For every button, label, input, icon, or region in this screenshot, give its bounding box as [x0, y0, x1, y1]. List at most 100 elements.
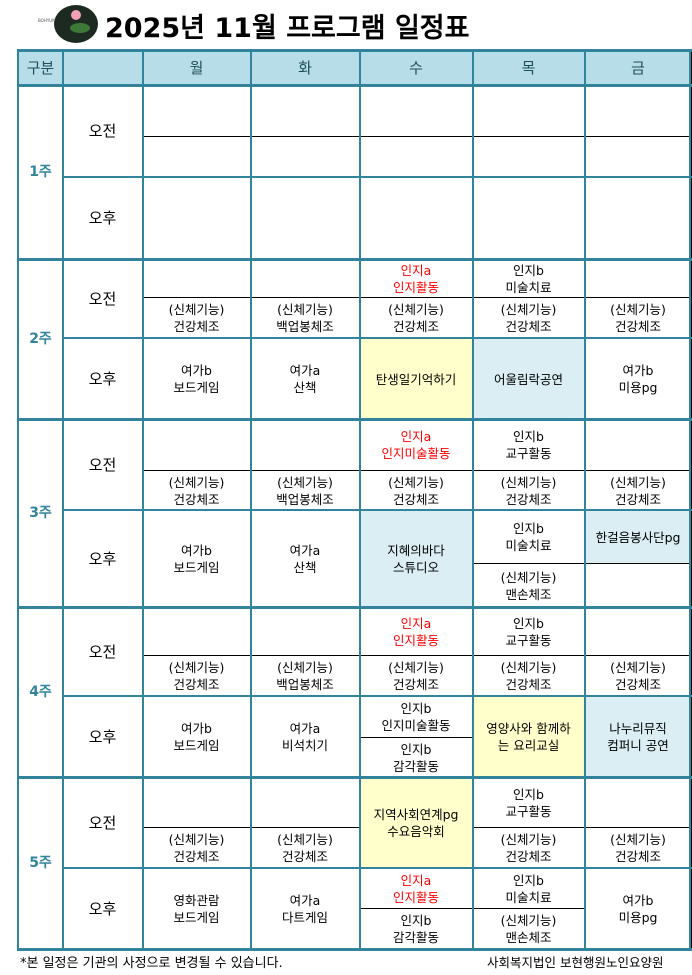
schedule-cell-fri-bottom: (신체기능) 건강체조: [584, 655, 692, 697]
schedule-cell-wed-bottom: (신체기능) 건강체조: [359, 470, 473, 511]
footer-notice: *본 일정은 기관의 사정으로 변경될 수 있습니다.: [20, 956, 283, 971]
schedule-cell-tue-bottom: (신체기능) 백업봉체조: [250, 297, 360, 339]
schedule-cell-fri: 나누리뮤직 컴퍼니 공연: [584, 696, 692, 778]
pm-label: 오후: [62, 510, 143, 608]
am-label: 오전: [62, 419, 143, 511]
schedule-cell-fri-bottom: (신체기능) 건강체조: [584, 827, 692, 869]
schedule-cell-fri-bottom: (신체기능) 건강체조: [584, 297, 692, 339]
schedule-cell-thu-bottom: (신체기능) 건강체조: [472, 297, 585, 339]
schedule-cell-thu-bottom: (신체기능) 건강체조: [472, 827, 585, 869]
schedule-cell-thu-bottom: (신체기능) 맨손체조: [472, 908, 585, 950]
schedule-cell-tue-top: [250, 419, 360, 471]
schedule-cell-thu-top: 인지b 교구활동: [472, 419, 585, 471]
header-blank: [62, 50, 143, 86]
divider: [584, 49, 586, 950]
divider: [17, 258, 692, 261]
schedule-cell-mon-top: [142, 777, 251, 828]
divider: [689, 49, 691, 950]
schedule-cell-thu-top: 인지b 미술치료: [472, 510, 585, 564]
divider: [62, 176, 692, 178]
header-day-fri: 금: [584, 50, 692, 86]
schedule-cell-thu-top: 인지b 미술치료: [472, 868, 585, 909]
header-day-mon: 월: [142, 50, 251, 86]
schedule-cell-tue-top: [250, 85, 360, 137]
schedule-cell-mon-bottom: (신체기능) 건강체조: [142, 297, 251, 339]
lotus-logo: BOHYUN: [38, 5, 98, 43]
schedule-cell-tue-top: [250, 259, 360, 298]
divider: [62, 49, 64, 950]
schedule-cell-wed-bottom: 인지b 감각활동: [359, 737, 473, 778]
schedule-cell-mon-bottom: (신체기능) 건강체조: [142, 655, 251, 697]
divider: [62, 867, 692, 869]
schedule-cell-mon: 여가b 보드게임: [142, 338, 251, 420]
schedule-cell-wed: 지역사회연계pg 수요음악회: [359, 777, 473, 869]
schedule-cell-wed-top: 인지a 인지활동: [359, 259, 473, 298]
header-day-tue: 화: [250, 50, 360, 86]
schedule-cell-fri-top: [584, 85, 692, 137]
schedule-cell-fri: 여가b 미용pg: [584, 868, 692, 950]
divider: [17, 606, 692, 609]
page-title: 2025년 11월 프로그램 일정표: [105, 13, 470, 44]
am-label: 오전: [62, 607, 143, 697]
schedule-cell-tue-bottom: (신체기능) 백업봉체조: [250, 655, 360, 697]
schedule-cell-fri-bottom: [584, 563, 692, 608]
header-day-thu: 목: [472, 50, 585, 86]
schedule-cell-wed: 탄생일기억하기: [359, 338, 473, 420]
schedule-cell-fri-top: [584, 777, 692, 828]
schedule-cell-tue-bottom: (신체기능) 건강체조: [250, 827, 360, 869]
schedule-cell-thu-top: 인지b 미술치료: [472, 259, 585, 298]
schedule-cell-mon-top: [142, 419, 251, 471]
divider: [17, 49, 692, 52]
schedule-cell-mon-top: [142, 85, 251, 137]
divider: [62, 509, 692, 511]
divider: [62, 337, 692, 339]
week-label: 2주: [18, 259, 63, 420]
divider: [17, 49, 19, 950]
divider: [359, 49, 361, 950]
schedule-cell-fri: [584, 177, 692, 260]
schedule-cell-fri-bottom: (신체기능) 건강체조: [584, 470, 692, 511]
schedule-cell-thu-top: 인지b 교구활동: [472, 607, 585, 656]
schedule-cell-tue-top: [250, 607, 360, 656]
pm-label: 오후: [62, 696, 143, 778]
divider: [17, 418, 692, 421]
schedule-cell-fri-top: 한걸음봉사단pg: [584, 510, 692, 564]
schedule-cell-wed: 지혜의바다 스튜디오: [359, 510, 473, 608]
schedule-cell-thu-top: 인지b 교구활동: [472, 777, 585, 828]
pm-label: 오후: [62, 338, 143, 420]
schedule-cell-fri-bottom: [584, 136, 692, 178]
pm-label: 오후: [62, 177, 143, 260]
divider: [17, 948, 692, 951]
schedule-cell-wed-top: 인지a 인지활동: [359, 868, 473, 909]
schedule-cell-wed-top: 인지b 인지미술활동: [359, 696, 473, 738]
schedule-cell-wed: [359, 177, 473, 260]
schedule-cell-mon: 여가b 보드게임: [142, 696, 251, 778]
schedule-cell-fri-top: [584, 607, 692, 656]
svg-text:BOHYUN: BOHYUN: [38, 18, 55, 23]
week-label: 5주: [18, 777, 63, 950]
schedule-cell-fri: 여가b 미용pg: [584, 338, 692, 420]
schedule-cell-thu-top: [472, 85, 585, 137]
week-label: 1주: [18, 85, 63, 260]
header-day-wed: 수: [359, 50, 473, 86]
schedule-cell-wed-top: 인지a 인지활동: [359, 607, 473, 656]
schedule-cell-wed-bottom: (신체기능) 건강체조: [359, 655, 473, 697]
schedule-cell-fri-top: [584, 259, 692, 298]
schedule-cell-tue: 여가a 산책: [250, 338, 360, 420]
divider: [17, 84, 692, 87]
divider: [62, 695, 692, 697]
schedule-cell-mon-top: [142, 607, 251, 656]
schedule-cell-tue-top: [250, 777, 360, 828]
schedule-cell-thu: 영양사와 함께하 는 요리교실: [472, 696, 585, 778]
schedule-cell-tue: 여가a 다트게임: [250, 868, 360, 950]
pm-label: 오후: [62, 868, 143, 950]
schedule-cell-wed-bottom: [359, 136, 473, 178]
schedule-cell-mon: 여가b 보드게임: [142, 510, 251, 608]
schedule-cell-wed-top: 인지a 인지미술활동: [359, 419, 473, 471]
schedule-cell-thu: 어울림락공연: [472, 338, 585, 420]
am-label: 오전: [62, 85, 143, 178]
am-label: 오전: [62, 259, 143, 339]
divider: [17, 776, 692, 779]
schedule-cell-wed-top: [359, 85, 473, 137]
